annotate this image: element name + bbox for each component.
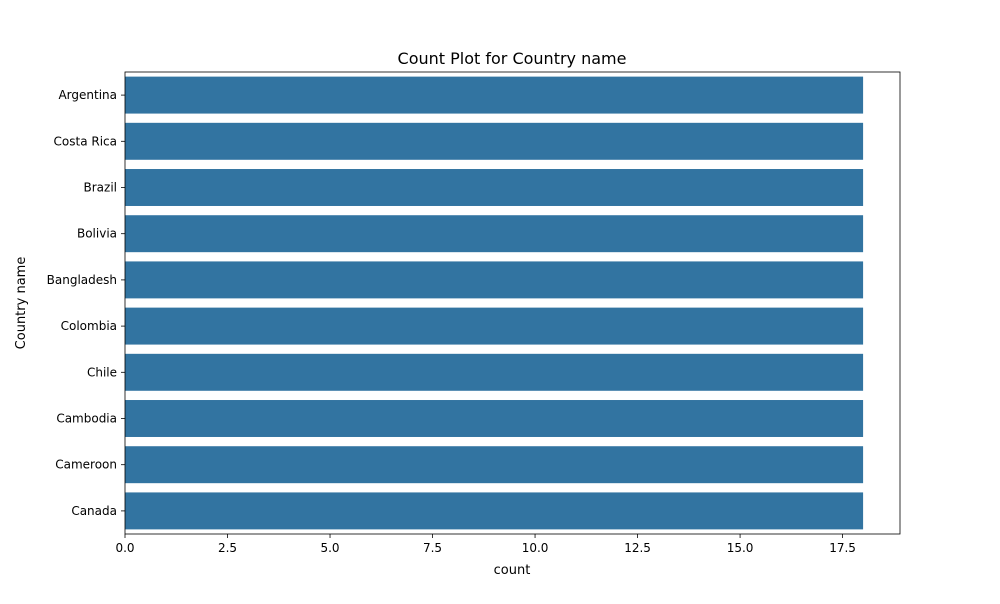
- x-tick-label: 10.0: [522, 541, 549, 555]
- y-tick-label: Bolivia: [77, 227, 117, 241]
- bar-costa-rica: [125, 122, 864, 160]
- bar-argentina: [125, 76, 864, 114]
- y-tick-label: Canada: [71, 504, 117, 518]
- bar-colombia: [125, 307, 864, 345]
- x-tick-label: 0.0: [115, 541, 134, 555]
- x-tick-label: 2.5: [218, 541, 237, 555]
- x-tick-label: 7.5: [423, 541, 442, 555]
- y-tick-label: Argentina: [58, 88, 117, 102]
- y-axis-ticks: Argentina Costa Rica Brazil Bolivia Banglade…: [47, 88, 125, 518]
- y-tick-label: Costa Rica: [54, 134, 117, 148]
- bar-bangladesh: [125, 261, 864, 299]
- bar-canada: [125, 492, 864, 530]
- y-tick-label: Brazil: [84, 181, 118, 195]
- chart-title: Count Plot for Country name: [398, 49, 627, 68]
- y-tick-label: Cambodia: [56, 412, 117, 426]
- y-tick-label: Cameroon: [55, 458, 117, 472]
- x-tick-label: 12.5: [624, 541, 651, 555]
- x-tick-label: 15.0: [727, 541, 754, 555]
- x-axis-label: count: [494, 563, 531, 578]
- bar-chile: [125, 353, 864, 391]
- bar-brazil: [125, 169, 864, 206]
- bar-cambodia: [125, 400, 864, 437]
- y-axis-label: Country name: [14, 257, 29, 350]
- y-tick-label: Bangladesh: [47, 273, 117, 287]
- plot-area-frame: [124, 71, 901, 535]
- x-axis-ticks: 0.0 2.5 5.0 7.5 10.0 12.5 15.0 17.5: [115, 534, 856, 555]
- y-tick-label: Chile: [87, 365, 117, 379]
- bars-layer: [125, 76, 864, 530]
- y-tick-label: Colombia: [61, 319, 117, 333]
- bar-bolivia: [125, 215, 864, 253]
- x-tick-label: 5.0: [320, 541, 339, 555]
- bar-cameroon: [125, 446, 864, 484]
- x-tick-label: 17.5: [829, 541, 856, 555]
